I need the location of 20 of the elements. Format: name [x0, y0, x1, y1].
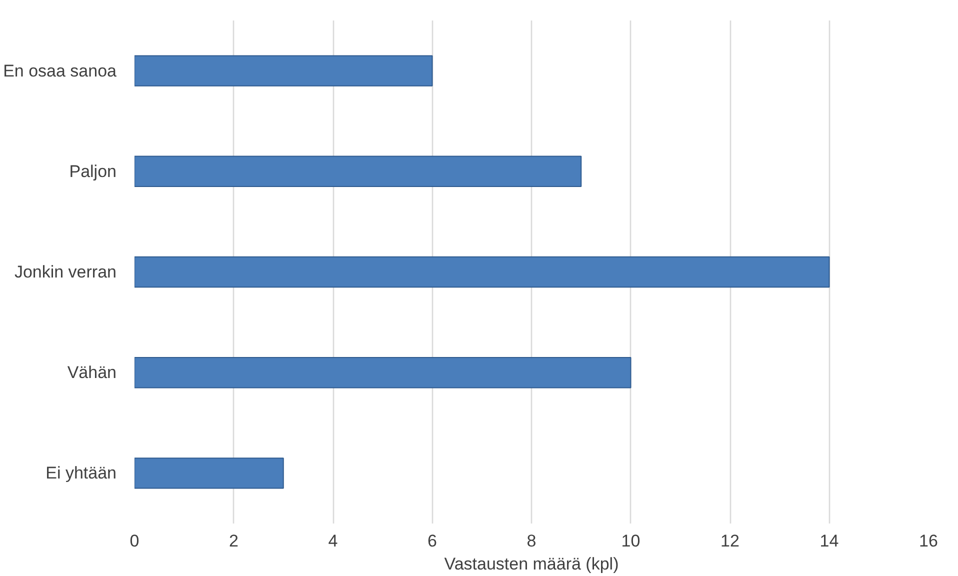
x-tick-label: 8 [526, 532, 536, 550]
x-tick-label: 4 [328, 532, 338, 550]
x-tick-label: 0 [130, 532, 140, 550]
y-tick-label: Ei yhtään [46, 464, 117, 483]
bar [134, 55, 433, 86]
bar [134, 256, 830, 288]
x-axis-title: Vastausten määrä (kpl) [444, 554, 619, 574]
bar [134, 156, 582, 187]
y-tick-label: Jonkin verran [14, 262, 117, 282]
x-tick-label: 2 [229, 532, 238, 550]
x-tick-label: 14 [820, 532, 839, 550]
bar [134, 458, 284, 489]
bar [134, 357, 632, 388]
x-tick-label: 10 [621, 532, 640, 550]
x-tick-label: 16 [919, 532, 938, 550]
y-tick-label: Vähän [67, 363, 117, 382]
x-tick-label: 12 [720, 532, 740, 550]
y-tick-label: En osaa sanoa [3, 61, 118, 80]
x-tick-label: 6 [428, 532, 437, 550]
y-tick-label: Paljon [69, 162, 117, 181]
